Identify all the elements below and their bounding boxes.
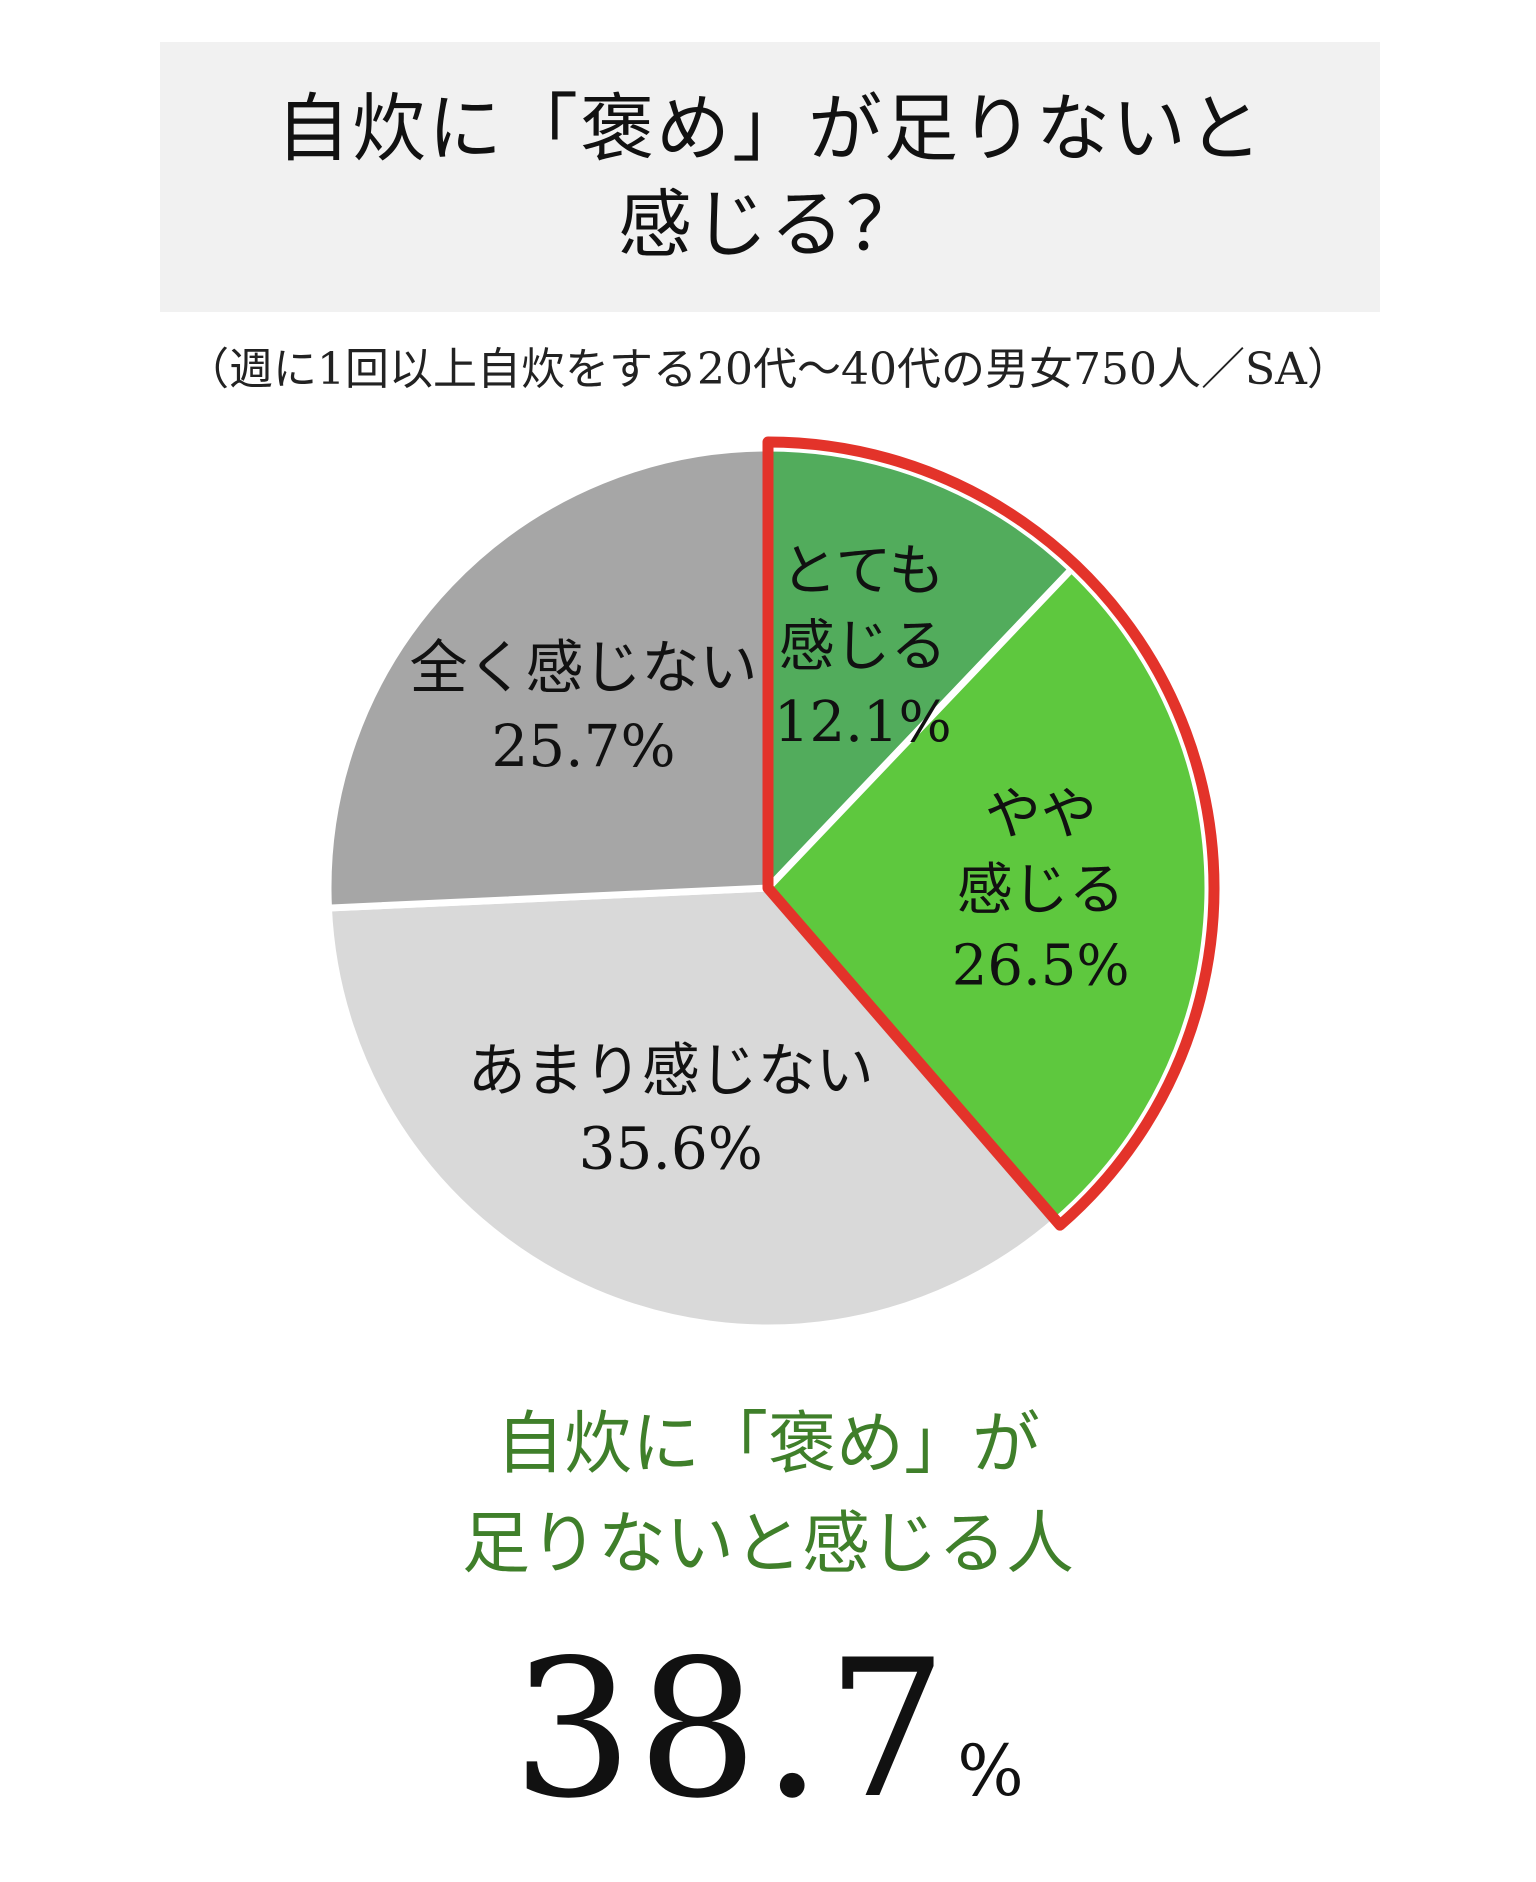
highlight-outline: [762, 436, 1220, 1231]
slice-label-1-line-2: 感じる: [779, 615, 947, 680]
slice-label-2-line-1: やや: [985, 782, 1097, 847]
summary-line-2: 足りないと感じる人: [461, 1505, 1074, 1584]
summary-unit: %: [957, 1730, 1024, 1812]
survey-subtitle: （週に1回以上自炊をする20代〜40代の男女750人／SA）: [185, 344, 1351, 395]
pie-chart: とても感じる12.1%やや感じる26.5%あまり感じない35.6%全く感じない2…: [324, 436, 1220, 1332]
title-box: 自炊に「褒め」が足りないと 感じる？: [160, 42, 1380, 312]
pie-slice-1: [764, 444, 1075, 892]
slice-label-3-line-1: あまり感じない: [468, 1036, 874, 1104]
slice-value-2: 26.5%: [952, 934, 1130, 999]
slice-value-3: 35.6%: [579, 1115, 763, 1183]
slice-value-1: 12.1%: [774, 690, 952, 755]
chart-title-line-2: 感じる？: [618, 182, 922, 268]
pie-slice-4: [324, 444, 772, 912]
pie-slice-2: [764, 565, 1212, 1225]
slice-value-4: 25.7%: [491, 712, 675, 780]
slice-label-1-line-1: とても: [781, 539, 945, 604]
pie-slice-3: [324, 884, 1060, 1332]
summary-line-1: 自炊に「褒め」が: [495, 1405, 1040, 1484]
summary-value: 38.7: [512, 1619, 952, 1840]
slice-label-2-line-2: 感じる: [957, 858, 1125, 923]
chart-title-line-1: 自炊に「褒め」が足りないと: [276, 86, 1264, 172]
slice-label-4-line-1: 全く感じない: [409, 634, 757, 702]
summary-percentage: 38.7%: [0, 1620, 1536, 1840]
